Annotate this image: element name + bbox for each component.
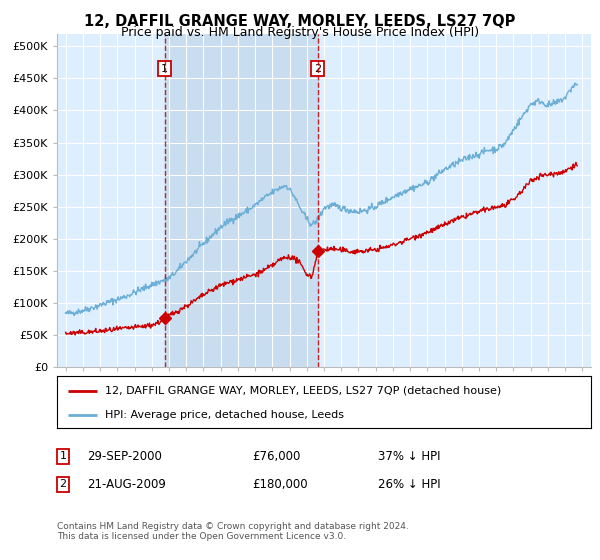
Text: Price paid vs. HM Land Registry's House Price Index (HPI): Price paid vs. HM Land Registry's House … [121,26,479,39]
Text: 21-AUG-2009: 21-AUG-2009 [87,478,166,491]
Text: 2: 2 [314,64,321,73]
Text: 12, DAFFIL GRANGE WAY, MORLEY, LEEDS, LS27 7QP (detached house): 12, DAFFIL GRANGE WAY, MORLEY, LEEDS, LS… [105,386,502,396]
Text: 1: 1 [161,64,168,73]
Text: 2: 2 [59,479,67,489]
Text: 29-SEP-2000: 29-SEP-2000 [87,450,162,463]
Text: £76,000: £76,000 [252,450,301,463]
Text: 37% ↓ HPI: 37% ↓ HPI [378,450,440,463]
Text: 12, DAFFIL GRANGE WAY, MORLEY, LEEDS, LS27 7QP: 12, DAFFIL GRANGE WAY, MORLEY, LEEDS, LS… [85,14,515,29]
Text: HPI: Average price, detached house, Leeds: HPI: Average price, detached house, Leed… [105,410,344,420]
Text: 1: 1 [59,451,67,461]
Text: £180,000: £180,000 [252,478,308,491]
Text: Contains HM Land Registry data © Crown copyright and database right 2024.
This d: Contains HM Land Registry data © Crown c… [57,522,409,542]
Bar [164,34,317,367]
Text: 26% ↓ HPI: 26% ↓ HPI [378,478,440,491]
